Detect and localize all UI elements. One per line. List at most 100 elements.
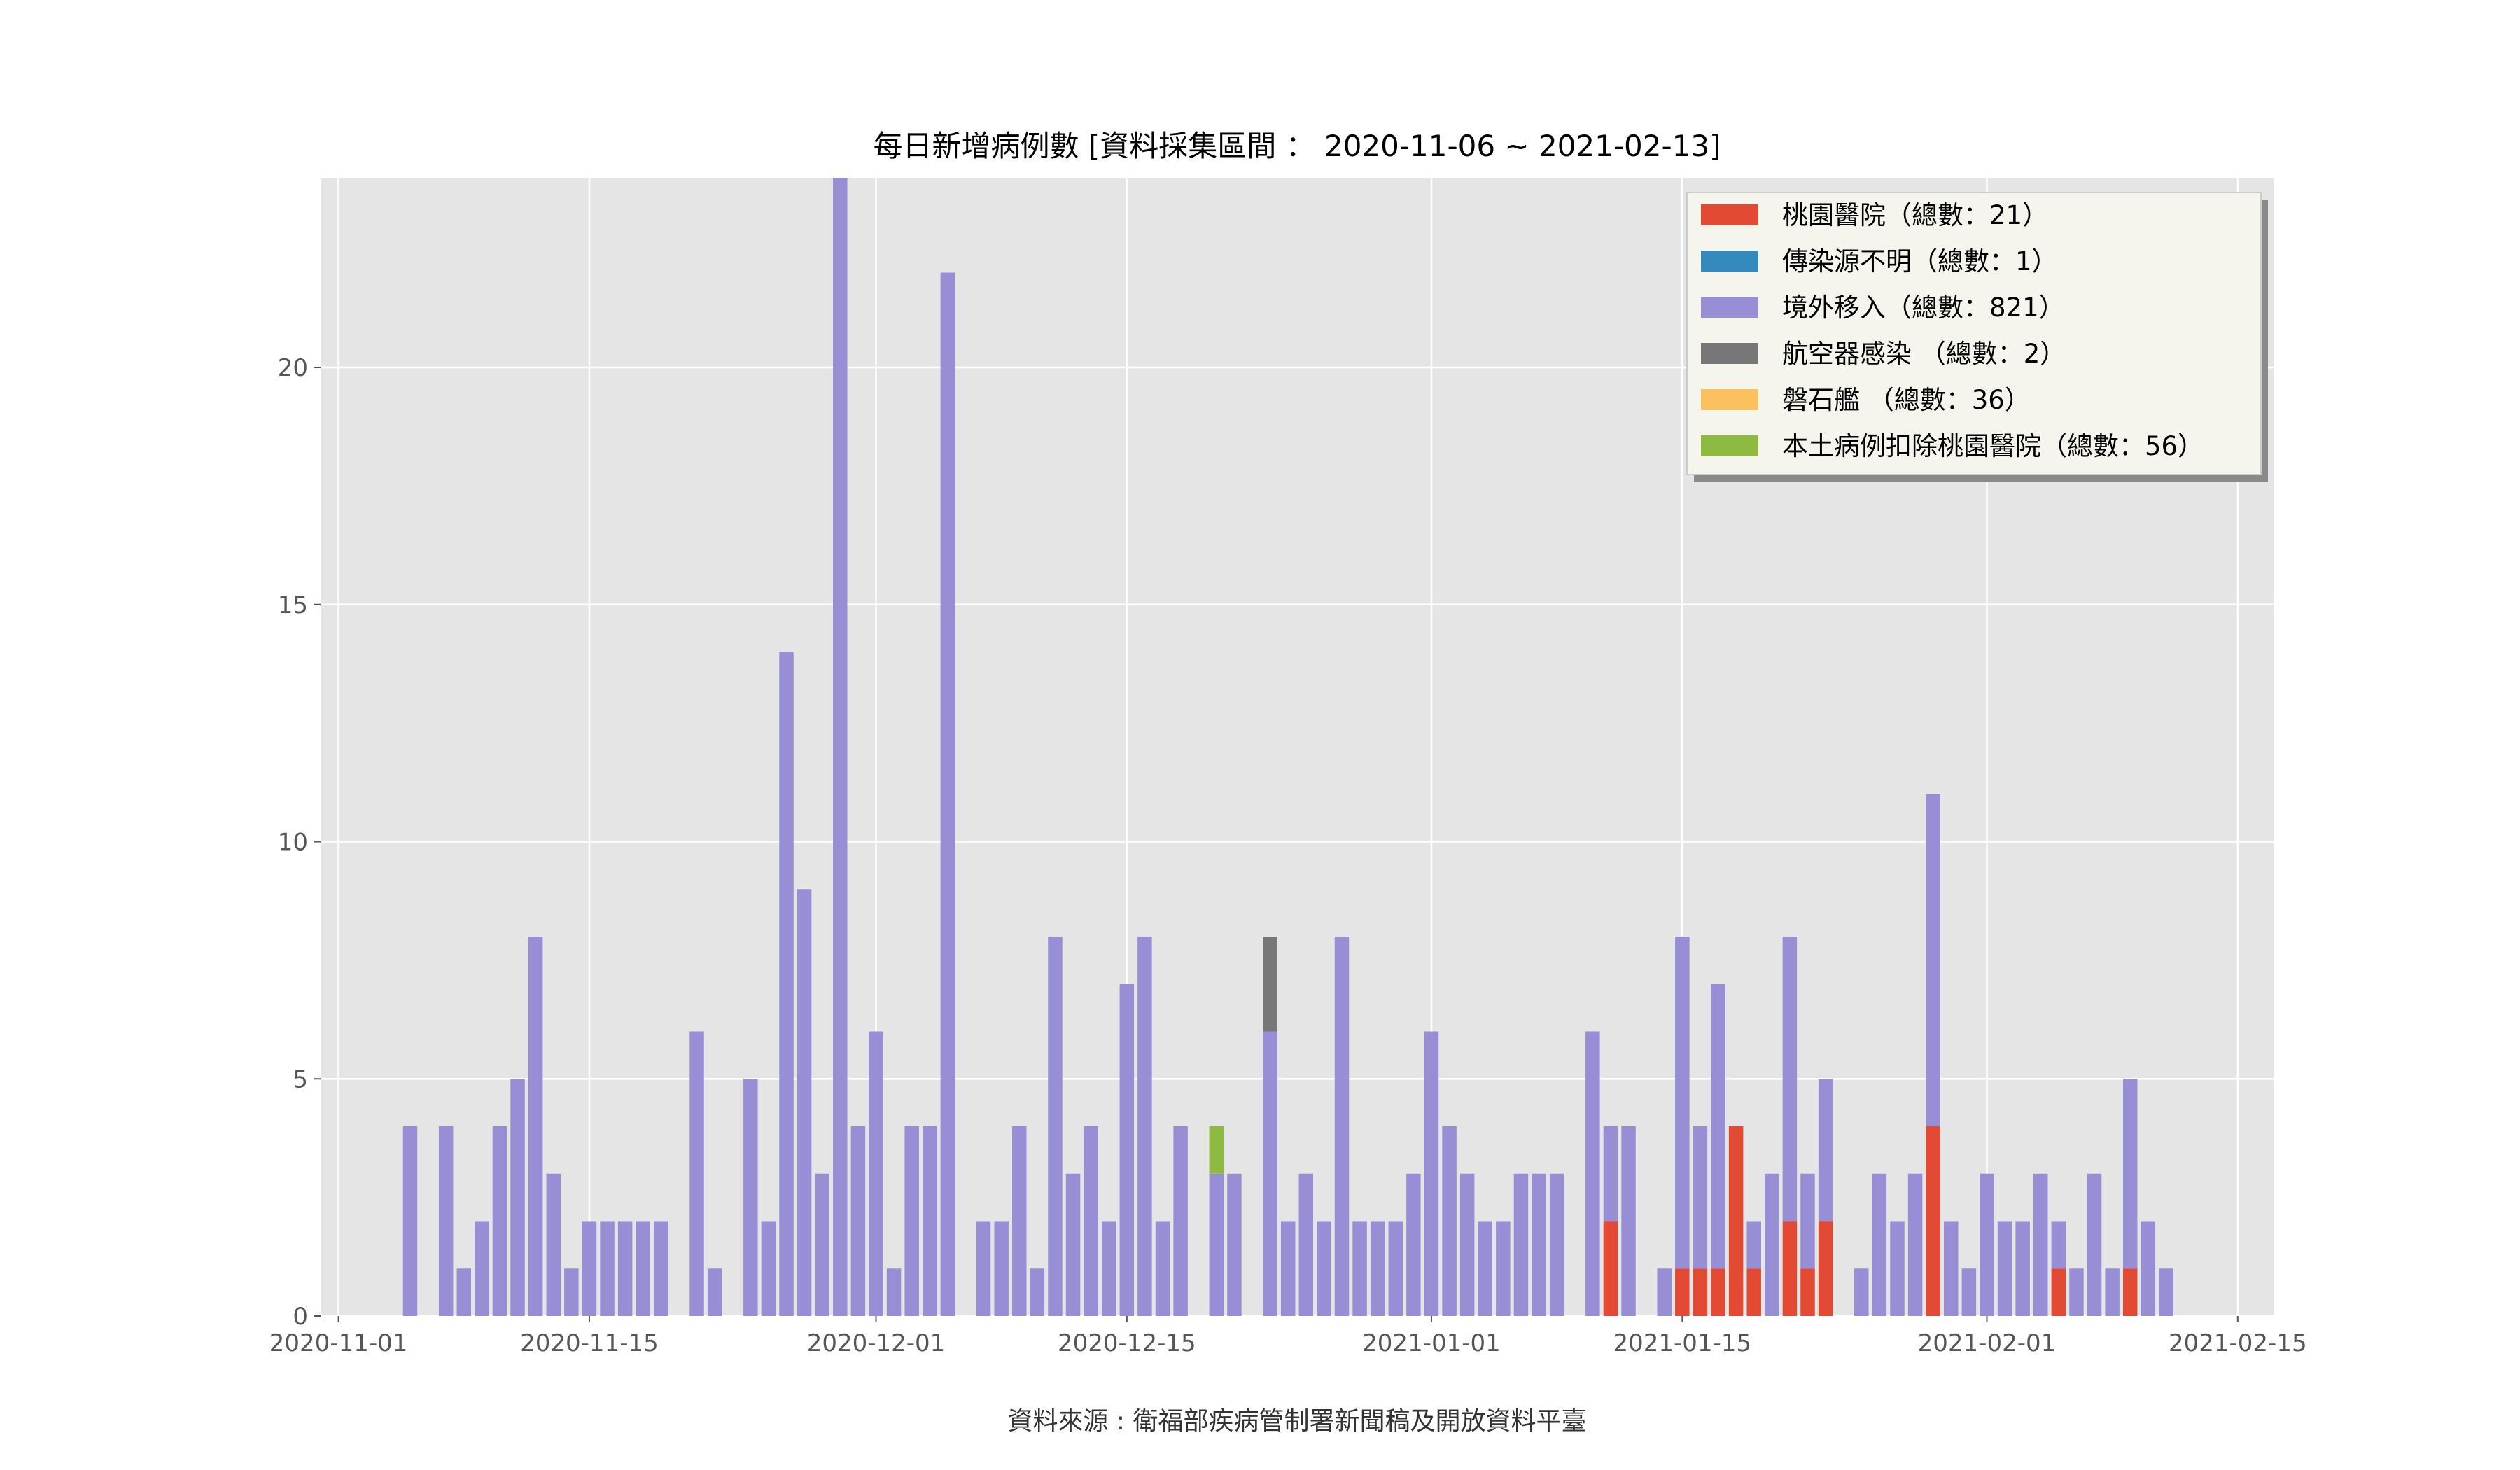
bars: [402, 178, 2174, 1316]
bar-segment: [994, 1221, 1009, 1316]
bar-segment: [976, 1221, 991, 1316]
bar-segment: [1496, 1221, 1511, 1316]
bar-segment: [869, 1031, 883, 1316]
bar-segment: [492, 1126, 507, 1316]
bar-segment: [779, 652, 794, 1316]
bar-segment: [761, 1221, 776, 1316]
bar-segment: [1298, 1173, 1314, 1316]
bar-segment: [1280, 1221, 1296, 1316]
legend: 桃園醫院（總數：21） 傳染源不明（總數：1） 境外移入（總數：821） 航空器感染 …: [1686, 192, 2268, 482]
legend-label: 境外移入（總數：821）: [1782, 293, 2065, 323]
bar-segment: [1711, 983, 1726, 1269]
bar-segment: [1926, 794, 1940, 1126]
legend-items: 桃園醫院（總數：21） 傳染源不明（總數：1） 境外移入（總數：821） 航空器感染 …: [1701, 200, 2204, 461]
bar-segment: [636, 1221, 650, 1316]
bar-segment: [1765, 1173, 1779, 1316]
bar-segment: [1478, 1221, 1492, 1316]
bar-segment: [1657, 1268, 1672, 1316]
bar-segment: [1890, 1221, 1905, 1316]
bar-segment: [743, 1079, 758, 1316]
bar-segment: [1532, 1173, 1546, 1316]
x-tick-label: 2021-02-15: [2169, 1329, 2307, 1357]
bar-segment: [1782, 937, 1798, 1222]
bar-segment: [1980, 1173, 1994, 1316]
bar-segment: [2051, 1268, 2066, 1316]
bar-segment: [1926, 1126, 1940, 1316]
legend-swatch: [1701, 251, 1758, 272]
bar-segment: [815, 1173, 830, 1316]
legend-swatch: [1701, 389, 1758, 410]
bar-segment: [2159, 1268, 2174, 1316]
chart-title: 每日新增病例數 [資料採集區間 ： 2020-11-06 ~ 2021-02-1…: [874, 129, 1721, 163]
y-tick-label: 20: [278, 354, 308, 382]
x-tick-label: 2021-02-01: [1918, 1329, 2057, 1357]
bar-segment: [1424, 1031, 1439, 1316]
bar-segment: [402, 1126, 418, 1316]
bar-segment: [1370, 1221, 1385, 1316]
bar-segment: [1138, 937, 1152, 1316]
bar-segment: [1173, 1126, 1188, 1316]
bar-segment: [2122, 1268, 2138, 1316]
bar-segment: [1227, 1173, 1242, 1316]
bar-segment: [1442, 1126, 1457, 1316]
legend-label: 桃園醫院（總數：21）: [1782, 200, 2048, 230]
bar-segment: [1513, 1173, 1529, 1316]
bar-segment: [1209, 1126, 1224, 1174]
x-tick-label: 2020-11-15: [520, 1329, 659, 1357]
bar-segment: [1907, 1173, 1923, 1316]
bar-segment: [2051, 1221, 2066, 1269]
bar-segment: [797, 889, 812, 1316]
y-tick-label: 10: [278, 829, 308, 857]
bar-segment: [1746, 1268, 1761, 1316]
y-tick-label: 0: [293, 1303, 308, 1331]
bar-segment: [2033, 1173, 2048, 1316]
bar-segment: [2105, 1268, 2120, 1316]
bar-segment: [1030, 1268, 1045, 1316]
bar-segment: [1693, 1126, 1708, 1269]
bar-segment: [564, 1268, 579, 1316]
bar-segment: [2069, 1268, 2084, 1316]
bar-segment: [1872, 1173, 1887, 1316]
x-tick-label: 2020-12-15: [1058, 1329, 1196, 1357]
bar-segment: [2087, 1173, 2102, 1316]
bar-segment: [1155, 1221, 1170, 1316]
legend-swatch: [1701, 297, 1758, 318]
bar-segment: [1818, 1221, 1833, 1316]
bar-segment: [654, 1221, 668, 1316]
bar-segment: [1406, 1173, 1421, 1316]
axes: 2020-11-01 2020-11-15 2020-12-01 2020-12-15…: [270, 354, 2307, 1357]
legend-swatch: [1701, 435, 1758, 456]
bar-segment: [1334, 937, 1350, 1316]
bar-segment: [1603, 1221, 1618, 1316]
bar-segment: [690, 1031, 704, 1316]
x-tick-label: 2021-01-01: [1362, 1329, 1501, 1357]
bar-segment: [1603, 1126, 1618, 1222]
x-tick-label: 2020-12-01: [807, 1329, 946, 1357]
legend-label: 本土病例扣除桃園醫院（總數：56）: [1782, 431, 2204, 461]
bar-segment: [475, 1221, 489, 1316]
legend-label: 航空器感染 （總數：2）: [1782, 339, 2066, 369]
bar-segment: [600, 1221, 615, 1316]
bar-segment: [707, 1268, 722, 1316]
bar-segment: [850, 1126, 866, 1316]
bar-segment: [1711, 1268, 1726, 1316]
bar-segment: [1119, 983, 1135, 1316]
y-tick-label: 15: [278, 592, 308, 620]
bar-segment: [923, 1126, 937, 1316]
bar-segment: [904, 1126, 919, 1316]
legend-label: 磐石艦 （總數：36）: [1782, 385, 2031, 415]
bar-segment: [528, 937, 543, 1316]
bar-segment: [886, 1268, 902, 1316]
bar-segment: [1961, 1268, 1977, 1316]
x-tick-label: 2020-11-01: [270, 1329, 408, 1357]
bar-segment: [1675, 1268, 1690, 1316]
bar-segment: [2015, 1221, 2030, 1316]
bar-segment: [1693, 1268, 1708, 1316]
bar-segment: [1800, 1173, 1815, 1269]
bar-segment: [1800, 1268, 1815, 1316]
bar-segment: [617, 1221, 633, 1316]
bar-segment: [1209, 1173, 1224, 1316]
legend-swatch: [1701, 204, 1758, 225]
bar-segment: [1997, 1221, 2012, 1316]
